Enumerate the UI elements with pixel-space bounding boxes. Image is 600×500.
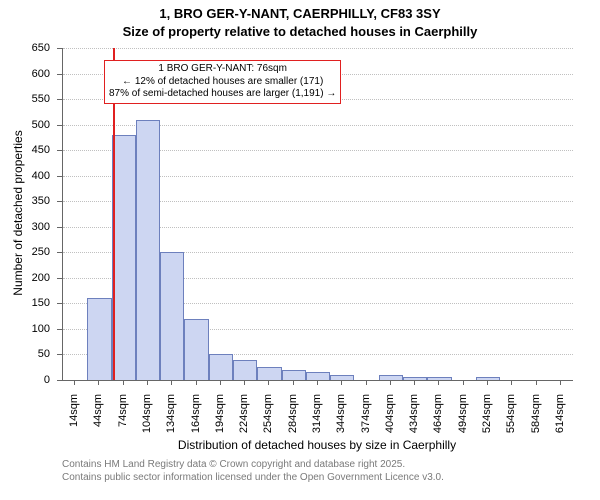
ytick-mark <box>57 329 62 330</box>
ytick-mark <box>57 201 62 202</box>
histogram-bar <box>306 372 330 380</box>
histogram-bar <box>282 370 306 380</box>
attribution: Contains HM Land Registry data © Crown c… <box>62 458 444 484</box>
gridline <box>63 48 573 49</box>
xtick-label: 614sqm <box>554 394 566 444</box>
xtick-mark <box>463 380 464 385</box>
xtick-mark <box>196 380 197 385</box>
xtick-label: 224sqm <box>238 394 250 444</box>
ytick-label: 250 <box>0 246 50 258</box>
histogram-bar <box>160 252 184 380</box>
xtick-label: 44sqm <box>92 394 104 444</box>
xtick-mark <box>147 380 148 385</box>
xtick-mark <box>438 380 439 385</box>
ytick-mark <box>57 380 62 381</box>
histogram-bar <box>403 377 427 380</box>
xtick-mark <box>390 380 391 385</box>
xtick-mark <box>511 380 512 385</box>
annotation-line-1: 1 BRO GER-Y-NANT: 76sqm <box>109 63 336 76</box>
xtick-label: 314sqm <box>311 394 323 444</box>
ytick-label: 350 <box>0 195 50 207</box>
ytick-mark <box>57 48 62 49</box>
attribution-line-2: Contains public sector information licen… <box>62 471 444 484</box>
ytick-label: 300 <box>0 221 50 233</box>
xtick-label: 14sqm <box>68 394 80 444</box>
ytick-label: 450 <box>0 144 50 156</box>
xtick-mark <box>171 380 172 385</box>
ytick-label: 600 <box>0 68 50 80</box>
attribution-line-1: Contains HM Land Registry data © Crown c… <box>62 458 444 471</box>
xtick-mark <box>268 380 269 385</box>
ytick-mark <box>57 354 62 355</box>
annotation-box: 1 BRO GER-Y-NANT: 76sqm ← 12% of detache… <box>104 60 341 104</box>
xtick-mark <box>487 380 488 385</box>
xtick-mark <box>414 380 415 385</box>
xtick-mark <box>317 380 318 385</box>
histogram-bar <box>233 360 257 380</box>
ytick-mark <box>57 227 62 228</box>
ytick-label: 650 <box>0 42 50 54</box>
annotation-line-2: ← 12% of detached houses are smaller (17… <box>109 76 336 89</box>
histogram-bar <box>427 377 451 380</box>
ytick-mark <box>57 252 62 253</box>
xtick-label: 434sqm <box>408 394 420 444</box>
xtick-label: 344sqm <box>335 394 347 444</box>
ytick-mark <box>57 303 62 304</box>
xtick-label: 254sqm <box>262 394 274 444</box>
chart-title-line1: 1, BRO GER-Y-NANT, CAERPHILLY, CF83 3SY <box>0 6 600 21</box>
ytick-label: 50 <box>0 348 50 360</box>
xtick-label: 134sqm <box>165 394 177 444</box>
xtick-label: 374sqm <box>360 394 372 444</box>
xtick-mark <box>220 380 221 385</box>
xtick-label: 464sqm <box>432 394 444 444</box>
histogram-bar <box>87 298 111 380</box>
xtick-mark <box>536 380 537 385</box>
ytick-mark <box>57 74 62 75</box>
ytick-label: 0 <box>0 374 50 386</box>
xtick-label: 584sqm <box>530 394 542 444</box>
ytick-mark <box>57 125 62 126</box>
histogram-bar <box>209 354 233 380</box>
xtick-label: 554sqm <box>505 394 517 444</box>
xtick-mark <box>123 380 124 385</box>
ytick-label: 100 <box>0 323 50 335</box>
histogram-bar <box>379 375 403 380</box>
annotation-line-3: 87% of semi-detached houses are larger (… <box>109 88 336 101</box>
histogram-bar <box>257 367 281 380</box>
xtick-label: 104sqm <box>141 394 153 444</box>
ytick-label: 550 <box>0 93 50 105</box>
xtick-mark <box>293 380 294 385</box>
ytick-mark <box>57 99 62 100</box>
histogram-bar <box>330 375 354 380</box>
histogram-bar <box>136 120 160 380</box>
xtick-mark <box>98 380 99 385</box>
xtick-label: 404sqm <box>384 394 396 444</box>
ytick-label: 400 <box>0 170 50 182</box>
xtick-mark <box>244 380 245 385</box>
ytick-mark <box>57 278 62 279</box>
xtick-label: 194sqm <box>214 394 226 444</box>
xtick-mark <box>366 380 367 385</box>
xtick-label: 74sqm <box>117 394 129 444</box>
chart-container: 1, BRO GER-Y-NANT, CAERPHILLY, CF83 3SY … <box>0 0 600 500</box>
xtick-label: 164sqm <box>190 394 202 444</box>
xtick-label: 524sqm <box>481 394 493 444</box>
xtick-mark <box>560 380 561 385</box>
ytick-mark <box>57 150 62 151</box>
ytick-label: 500 <box>0 119 50 131</box>
xtick-label: 494sqm <box>457 394 469 444</box>
xtick-mark <box>74 380 75 385</box>
xtick-mark <box>341 380 342 385</box>
chart-title-line2: Size of property relative to detached ho… <box>0 24 600 39</box>
ytick-label: 150 <box>0 297 50 309</box>
ytick-mark <box>57 176 62 177</box>
histogram-bar <box>184 319 208 380</box>
ytick-label: 200 <box>0 272 50 284</box>
xtick-label: 284sqm <box>287 394 299 444</box>
